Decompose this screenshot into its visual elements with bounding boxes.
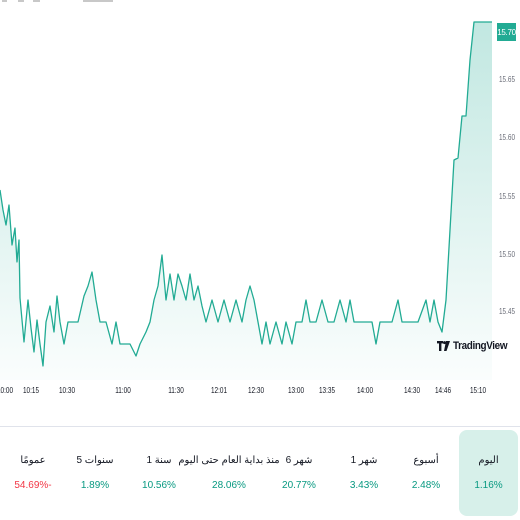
period-change: 3.43% bbox=[349, 480, 379, 491]
period-tab-1w[interactable]: أسبوع 2.48% bbox=[397, 430, 455, 516]
x-axis-tick: 10:15 bbox=[22, 386, 40, 395]
y-axis-tick: 15.50 bbox=[499, 250, 516, 259]
x-axis-tick: 10:30 bbox=[58, 386, 76, 395]
x-axis-tick: 12:30 bbox=[247, 386, 265, 395]
period-change: 10.56% bbox=[142, 480, 176, 491]
period-change: 28.06% bbox=[212, 480, 246, 491]
period-performance-bar: اليوم 1.16% أسبوع 2.48% 1 شهر 3.43% 6 شه… bbox=[0, 430, 520, 516]
period-tab-1d[interactable]: اليوم 1.16% bbox=[459, 430, 518, 516]
price-line bbox=[0, 21, 492, 367]
x-axis-tick: 10:00 bbox=[0, 386, 14, 395]
period-label: 6 شهر bbox=[285, 455, 313, 466]
top-artifact bbox=[2, 0, 7, 2]
chart-svg bbox=[0, 21, 492, 380]
y-axis-tick: 15.55 bbox=[499, 192, 516, 201]
period-tab-5y[interactable]: 5 سنوات 1.89% bbox=[66, 430, 124, 516]
period-label: 5 سنوات bbox=[76, 455, 114, 466]
x-axis-tick: 11:00 bbox=[115, 386, 131, 395]
tradingview-logo[interactable]: TradingView bbox=[437, 340, 513, 352]
period-label: أسبوع bbox=[413, 455, 439, 466]
top-artifact bbox=[33, 0, 40, 2]
x-axis-tick: 13:00 bbox=[287, 386, 305, 395]
top-artifact bbox=[83, 0, 113, 2]
period-tab-6m[interactable]: 6 شهر 20.77% bbox=[270, 430, 328, 516]
period-label: منذ بداية العام حتى اليوم bbox=[178, 455, 280, 466]
current-price-tag: 15.70 bbox=[497, 23, 516, 41]
x-axis-tick: 14:00 bbox=[356, 386, 374, 395]
period-tab-1y[interactable]: 1 سنة 10.56% bbox=[130, 430, 188, 516]
y-axis-tick: 15.60 bbox=[499, 133, 516, 142]
period-change: 1.89% bbox=[80, 480, 110, 491]
x-axis-tick: 15:10 bbox=[469, 386, 487, 395]
price-area-fill bbox=[0, 22, 492, 380]
y-axis-tick: 15.65 bbox=[499, 75, 516, 84]
x-axis-tick: 12:01 bbox=[210, 386, 228, 395]
period-tab-ytd[interactable]: منذ بداية العام حتى اليوم 28.06% bbox=[178, 430, 279, 516]
tradingview-logo-icon bbox=[437, 341, 450, 351]
x-axis-tick: 13:35 bbox=[318, 386, 336, 395]
period-tab-1m[interactable]: 1 شهر 3.43% bbox=[335, 430, 393, 516]
period-change: 54.69%- bbox=[14, 480, 52, 491]
top-artifact bbox=[18, 0, 24, 2]
period-label: 1 شهر bbox=[350, 455, 378, 466]
period-change: 1.16% bbox=[474, 480, 503, 491]
x-axis-tick: 14:30 bbox=[403, 386, 421, 395]
period-label: اليوم bbox=[478, 455, 499, 466]
tradingview-logo-text: TradingView bbox=[453, 340, 508, 352]
price-chart[interactable] bbox=[0, 0, 520, 400]
period-label: 1 سنة bbox=[146, 455, 172, 466]
period-tab-all[interactable]: عمومًا 54.69%- bbox=[4, 430, 62, 516]
period-change: 20.77% bbox=[282, 480, 316, 491]
period-change: 2.48% bbox=[411, 480, 441, 491]
y-axis-tick: 15.45 bbox=[499, 307, 516, 316]
divider bbox=[0, 426, 520, 427]
period-label: عمومًا bbox=[20, 455, 46, 466]
x-axis-tick: 11:30 bbox=[168, 386, 184, 395]
x-axis-tick: 14:46 bbox=[434, 386, 452, 395]
